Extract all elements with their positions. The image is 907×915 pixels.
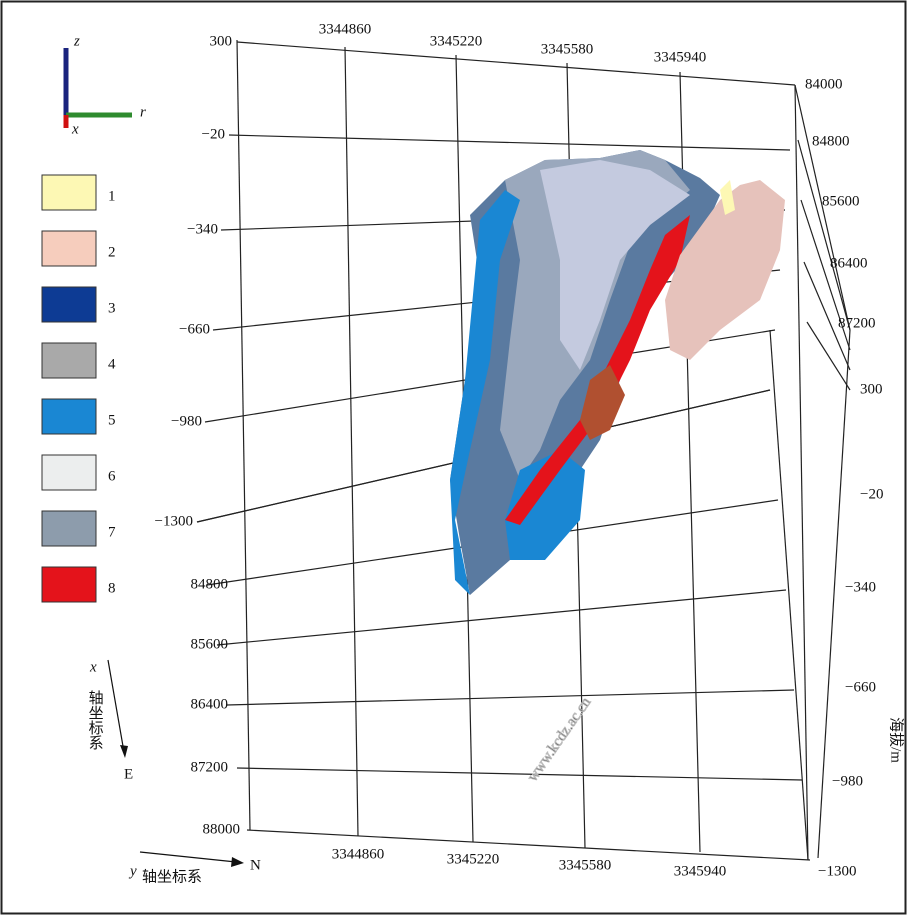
legend-swatch [42, 343, 96, 378]
gizmo-z-label: z [73, 33, 80, 49]
legend-swatch [42, 511, 96, 546]
tick-label: 85600 [822, 193, 860, 209]
x-axis-label: 轴坐标系 [87, 690, 104, 750]
elevation-label: 海拔/m [888, 717, 905, 763]
tick-label: 84800 [191, 576, 229, 592]
tick-label: −340 [845, 579, 876, 595]
tick-label: −660 [179, 321, 210, 337]
tick-label: 3345580 [559, 857, 612, 873]
legend-label: 7 [108, 524, 116, 540]
legend-label: 3 [108, 300, 116, 316]
tick-label: 84000 [805, 76, 843, 92]
tick-label: 85600 [191, 636, 229, 652]
tick-label: 3345220 [447, 851, 500, 867]
x-axis-direction: E [124, 766, 133, 782]
legend-label: 6 [108, 468, 116, 484]
legend-label: 5 [108, 412, 116, 428]
gizmo-x-label: x [71, 121, 79, 137]
legend-label: 8 [108, 580, 116, 596]
tick-label: 300 [210, 33, 233, 49]
y-axis-direction: N [250, 857, 261, 873]
tick-label: 86400 [191, 696, 229, 712]
legend-swatch [42, 231, 96, 266]
legend-swatch [42, 455, 96, 490]
tick-label: −980 [832, 773, 863, 789]
tick-label: 3345220 [430, 33, 483, 49]
legend-swatch [42, 399, 96, 434]
tick-label: 3344860 [332, 846, 385, 862]
gizmo-r-label: r [140, 104, 146, 120]
legend-label: 2 [108, 244, 116, 260]
tick-label: −20 [202, 126, 225, 142]
tick-label: 3345940 [674, 863, 727, 879]
tick-label: −1300 [818, 863, 856, 879]
x-axis-symbol: x [89, 659, 97, 675]
tick-label: 86400 [830, 255, 868, 271]
legend-swatch [42, 567, 96, 602]
tick-label: 87200 [838, 315, 876, 331]
tick-label: 3345940 [654, 49, 707, 65]
legend-label: 4 [108, 356, 116, 372]
tick-label: −660 [845, 679, 876, 695]
tick-label: −1300 [155, 513, 193, 529]
tick-label: 3344860 [319, 21, 372, 37]
tick-label: −340 [187, 221, 218, 237]
tick-label: 3345580 [541, 41, 594, 57]
legend-swatch [42, 175, 96, 210]
legend-label: 1 [108, 188, 116, 204]
tick-label: 300 [860, 381, 883, 397]
y-axis-label: 轴坐标系 [142, 868, 202, 885]
legend-swatch [42, 287, 96, 322]
tick-label: −20 [860, 486, 883, 502]
tick-label: 88000 [203, 821, 241, 837]
tick-label: 84800 [812, 133, 850, 149]
tick-label: 87200 [191, 759, 229, 775]
figure: z r x 1 2 3 4 5 6 7 8 3344860 3345220 3345580 3345940 3… [0, 0, 907, 915]
tick-label: −980 [171, 413, 202, 429]
y-axis-symbol: y [128, 863, 137, 879]
